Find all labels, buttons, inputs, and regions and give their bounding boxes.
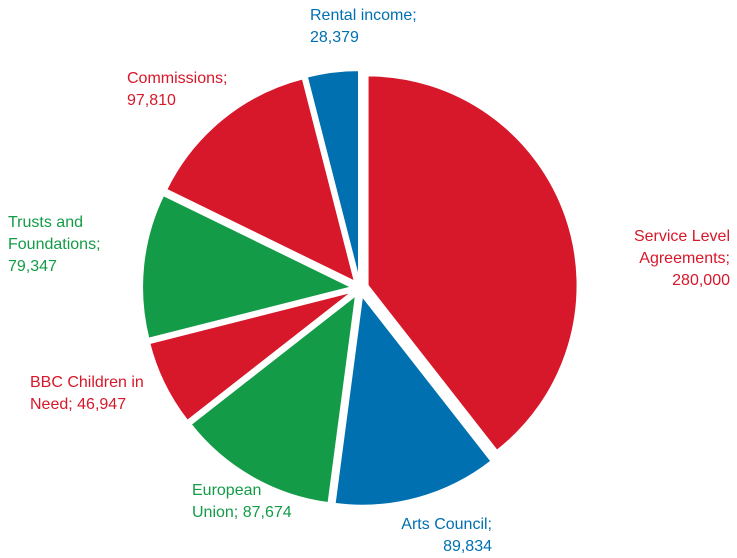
pie-slice (164, 77, 357, 284)
value-label: 97,810 (127, 92, 176, 109)
slice-label: Service Level Agreements; 280,000 (600, 226, 730, 292)
pie-slice (189, 292, 358, 505)
slice-label: Arts Council; 89,834 (372, 514, 492, 558)
slice-label: BBC Children in Need; 46,947 (30, 372, 170, 416)
category-label: European Union; (192, 482, 262, 521)
pie-slice (366, 74, 579, 453)
category-label: Commissions; (127, 70, 228, 87)
value-label: 89,834 (443, 538, 492, 555)
category-label: Service Level Agreements; (633, 228, 730, 267)
slice-label: Commissions; 97,810 (127, 68, 247, 112)
slice-label: Rental income; 28,379 (310, 5, 440, 49)
category-label: Rental income; (310, 7, 417, 24)
pie-slice (333, 293, 493, 507)
slice-label: European Union; 87,674 (192, 480, 312, 524)
category-label: BBC Children in Need; (30, 374, 144, 413)
value-label: 79,347 (8, 258, 57, 275)
value-label: 280,000 (672, 272, 730, 289)
category-label: Trusts and Foundations; (8, 214, 101, 253)
pie-slice (141, 193, 355, 340)
value-label: 28,379 (310, 29, 359, 46)
value-label: 46,947 (77, 396, 127, 413)
pie-slice (148, 290, 354, 423)
pie-slice (305, 69, 360, 281)
category-label: Arts Council; (401, 516, 492, 533)
slice-label: Trusts and Foundations; 79,347 (8, 212, 126, 278)
value-label: 87,674 (242, 504, 292, 521)
